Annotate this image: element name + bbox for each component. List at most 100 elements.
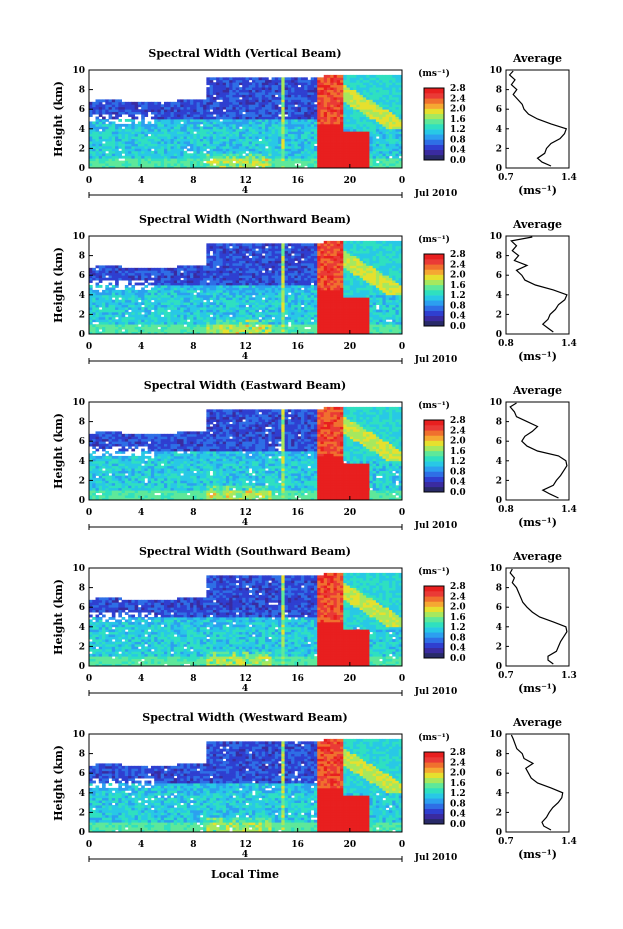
heatmap-cell xyxy=(304,111,308,115)
heatmap-cell xyxy=(232,262,237,266)
heatmap-cell xyxy=(274,258,279,261)
heatmap-cell xyxy=(206,292,211,296)
heatmap-cell xyxy=(206,314,211,318)
heatmap-cell xyxy=(102,155,106,159)
heatmap-cell xyxy=(131,163,136,166)
heatmap-cell xyxy=(330,145,334,149)
heatmap-cell xyxy=(102,148,106,152)
heatmap-cell xyxy=(366,126,370,130)
heatmap-cell xyxy=(248,109,253,113)
heatmap-cell xyxy=(131,267,136,271)
heatmap-cell xyxy=(92,165,96,169)
heatmap-cell xyxy=(278,267,282,271)
heatmap-cell xyxy=(291,84,295,88)
heatmap-cell xyxy=(366,158,370,162)
heatmap-cell xyxy=(281,148,286,152)
heatmap-cell xyxy=(219,324,224,328)
heatmap-cell xyxy=(359,131,364,135)
heatmap-cell xyxy=(366,77,370,81)
heatmap-cell xyxy=(310,155,315,159)
heatmap-cell xyxy=(304,128,308,132)
heatmap-cell xyxy=(229,160,233,164)
heatmap-cell xyxy=(222,248,227,252)
heatmap-cell xyxy=(216,309,220,313)
heatmap-cell xyxy=(385,82,390,86)
heatmap-cell xyxy=(163,141,168,144)
heatmap-cell xyxy=(131,294,136,298)
heatmap-cell xyxy=(284,116,289,120)
heatmap-cell xyxy=(121,314,126,318)
heatmap-cell xyxy=(167,287,171,291)
heatmap-cell xyxy=(388,133,393,137)
heatmap-cell xyxy=(343,116,347,120)
heatmap-cell xyxy=(111,304,116,308)
heatmap-cell xyxy=(349,131,354,135)
heatmap-cell xyxy=(137,104,142,108)
heatmap-cell xyxy=(242,324,246,328)
heatmap-cell xyxy=(379,138,383,142)
heatmap-cell xyxy=(346,87,351,90)
heatmap-cell xyxy=(154,329,158,332)
heatmap-cell xyxy=(160,128,165,132)
heatmap-cell xyxy=(89,309,93,313)
heatmap-cell xyxy=(330,106,334,110)
heatmap-cell xyxy=(294,101,299,105)
heatmap-cell xyxy=(225,109,230,113)
heatmap-cell xyxy=(274,99,279,103)
heatmap-cell xyxy=(252,243,256,247)
heatmap-cell xyxy=(238,255,243,259)
heatmap-cell xyxy=(216,258,220,261)
heatmap-cell xyxy=(180,304,184,308)
heatmap-cell xyxy=(392,87,396,90)
heatmap-cell xyxy=(300,141,305,144)
heatmap-cell xyxy=(346,101,351,105)
heatmap-cell xyxy=(108,270,113,274)
heatmap-cell xyxy=(177,275,181,279)
heatmap-cell xyxy=(294,123,299,127)
heatmap-cell xyxy=(238,116,243,120)
heatmap-cell xyxy=(206,163,211,166)
heatmap-cell xyxy=(362,160,367,164)
heatmap-cell xyxy=(102,329,106,332)
heatmap-cell xyxy=(92,155,96,159)
heatmap-cell xyxy=(157,289,162,293)
heatmap-cell xyxy=(245,133,250,137)
heatmap-cell xyxy=(190,270,194,274)
heatmap-cell xyxy=(317,94,321,98)
heatmap-cell xyxy=(203,104,207,108)
heatmap-cell xyxy=(238,99,243,103)
heatmap-cell xyxy=(336,150,341,154)
heatmap-cell xyxy=(134,101,139,105)
heatmap-cell xyxy=(248,316,253,320)
heatmap-cell xyxy=(98,285,103,288)
heatmap-cell xyxy=(340,133,344,137)
heatmap-cell xyxy=(212,258,217,261)
heatmap-cell xyxy=(111,141,116,144)
heatmap-cell xyxy=(333,128,338,132)
heatmap-cell xyxy=(287,119,292,122)
heatmap-cell xyxy=(238,287,243,291)
heatmap-cell xyxy=(294,77,299,81)
heatmap-cell xyxy=(95,311,100,315)
heatmap-cell xyxy=(216,165,220,169)
heatmap-cell xyxy=(268,294,272,298)
heatmap-cell xyxy=(163,275,168,279)
heatmap-cell xyxy=(268,331,272,335)
heatmap-cell xyxy=(134,141,139,144)
heatmap-cell xyxy=(320,145,325,149)
heatmap-cell xyxy=(307,155,312,159)
heatmap-cell xyxy=(199,282,204,286)
heatmap-cell xyxy=(271,119,276,122)
heatmap-cell xyxy=(212,145,217,149)
heatmap-cell xyxy=(212,128,217,132)
heatmap-cell xyxy=(141,138,145,142)
heatmap-cell xyxy=(238,163,243,166)
heatmap-cell xyxy=(317,114,321,117)
heatmap-cell xyxy=(258,89,263,93)
heatmap-cell xyxy=(137,270,142,274)
heatmap-cell xyxy=(379,143,383,147)
heatmap-cell xyxy=(150,316,155,320)
heatmap-cell xyxy=(268,280,272,283)
heatmap-cell xyxy=(369,74,374,78)
heatmap-cell xyxy=(284,326,289,330)
